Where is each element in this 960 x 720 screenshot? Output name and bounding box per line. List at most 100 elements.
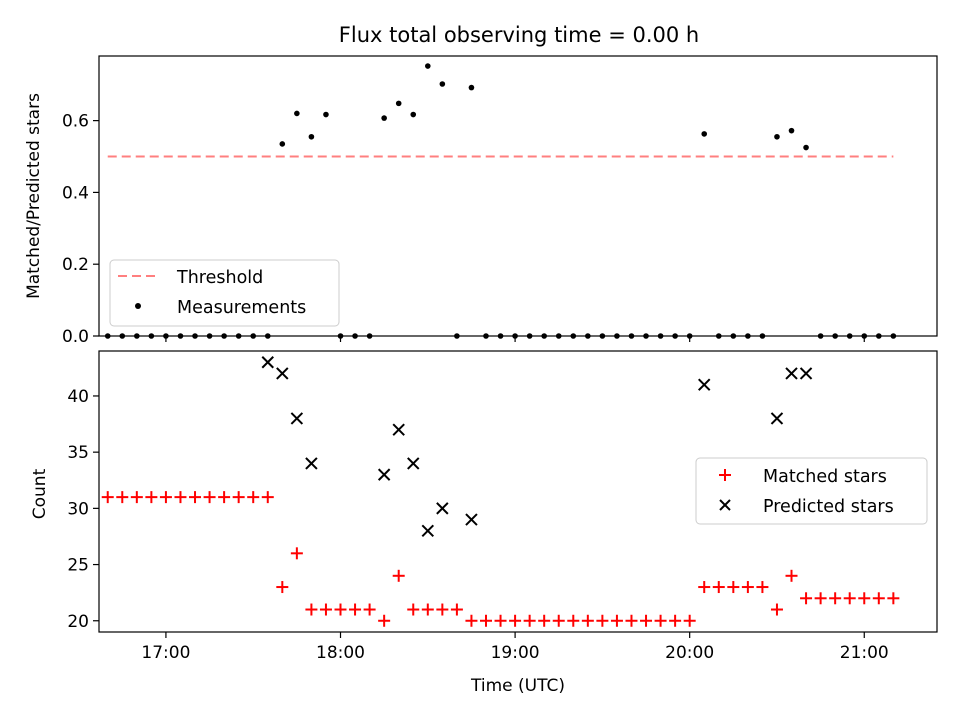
matched-star-point (290, 547, 303, 560)
count-plot-marks (101, 356, 900, 627)
matched-star-point (872, 592, 885, 605)
predicted-star-stroke-b (421, 524, 435, 538)
count-x-tick-label: 21:00 (840, 643, 889, 663)
matched-star-point (741, 581, 754, 594)
matched-star-point (887, 592, 900, 605)
count-legend-box (695, 457, 928, 525)
matched-star-point (843, 592, 856, 605)
count-x-tick-label: 20:00 (665, 643, 714, 663)
count-y-tick-label: 30 (67, 499, 89, 519)
measurement-point (439, 81, 446, 87)
matched-star-point (349, 603, 362, 616)
measurement-point (424, 63, 431, 69)
matched-star-point (523, 614, 536, 627)
matched-star-point (247, 491, 260, 504)
matched-star-point (610, 614, 623, 627)
matched-star-point (276, 581, 289, 594)
count-y-tick-label: 35 (67, 443, 89, 463)
matched-star-point (450, 603, 463, 616)
ratio-y-tick-label: 0.2 (62, 255, 89, 275)
matched-star-point (465, 614, 478, 627)
predicted-star-point (799, 367, 813, 380)
predicted-star-point (377, 468, 391, 481)
measurement-point (308, 133, 315, 140)
matched-star-point (727, 581, 740, 594)
predicted-star-stroke-b (407, 457, 420, 470)
ratio-legend: Threshold Measurements (109, 259, 340, 327)
predicted-star-stroke-b (698, 378, 711, 391)
matched-star-point (116, 491, 129, 504)
predicted-star-stroke-b (276, 367, 289, 380)
measurement-point (701, 131, 708, 137)
x-axis-title: Time (UTC) (470, 676, 565, 696)
ratio-y-tick-label: 0.0 (62, 327, 89, 347)
matched-star-point (698, 581, 711, 594)
matched-star-point (858, 592, 871, 605)
matched-star-point (174, 491, 187, 504)
ratio-axes-frame (98, 55, 938, 337)
measurement-point (468, 84, 475, 91)
count-y-tick-label: 20 (67, 612, 89, 632)
ratio-axes: 0.0 0.2 0.4 0.6 Matched/Predicted stars Thr… (24, 55, 938, 347)
count-x-tick-label: 19:00 (491, 643, 540, 663)
legend-matched-label: Matched stars (763, 467, 887, 487)
ratio-y-tick-label: 0.4 (62, 183, 89, 203)
measurement-point (279, 141, 286, 147)
predicted-star-stroke-b (465, 513, 478, 526)
legend-matched-swatch (719, 469, 731, 481)
measurement-point (774, 133, 780, 140)
matched-star-point (479, 614, 492, 627)
ratio-y-tick-label: 0.6 (62, 112, 89, 132)
predicted-star-point (465, 513, 478, 526)
legend-predicted-swatch (719, 499, 731, 511)
count-y-tick-label: 25 (67, 556, 89, 576)
matched-star-point (581, 614, 594, 627)
matched-star-point (101, 491, 114, 504)
matched-star-point (261, 491, 274, 504)
matched-star-point (130, 491, 143, 504)
count-x-tick-label: 18:00 (316, 643, 365, 663)
matched-star-point (145, 491, 158, 504)
matched-star-point (392, 569, 405, 582)
matched-star-point (305, 603, 318, 616)
matched-star-point (407, 603, 420, 616)
matched-star-point (567, 614, 580, 627)
count-y-tick-label: 40 (67, 387, 89, 407)
matched-star-point (494, 614, 507, 627)
predicted-star-stroke-b (377, 468, 391, 481)
matched-star-point (319, 603, 332, 616)
predicted-star-point (436, 502, 449, 515)
matched-star-point (756, 581, 769, 594)
matched-star-point (218, 491, 231, 504)
measurement-point (410, 111, 417, 118)
predicted-star-point (421, 524, 435, 538)
measurement-point (381, 115, 387, 121)
matched-star-point (829, 592, 842, 605)
count-axes: 20 25 30 35 40 17:00 18:00 19:00 20:00 21:00 Cou… (30, 350, 938, 696)
predicted-star-stroke-b (392, 423, 405, 436)
matched-star-point (654, 614, 667, 627)
matched-star-point (363, 603, 376, 616)
legend-predicted-label: Predicted stars (763, 497, 894, 517)
matched-star-point (785, 569, 798, 582)
matched-star-point (640, 614, 653, 627)
count-x-ticks: 17:00 18:00 19:00 20:00 21:00 (141, 632, 889, 663)
measurement-point (323, 111, 329, 118)
matched-star-point (596, 614, 609, 627)
count-x-tick-label: 17:00 (141, 643, 190, 663)
predicted-star-point (261, 356, 274, 369)
predicted-star-point (392, 423, 405, 436)
count-y-ticks: 20 25 30 35 40 (67, 387, 99, 632)
predicted-star-point (305, 457, 318, 470)
legend-threshold-label: Threshold (176, 268, 263, 288)
matched-star-point (334, 603, 347, 616)
matched-star-point (436, 603, 449, 616)
count-axes-frame (98, 350, 938, 633)
chart-title: Flux total observing time = 0.00 h (339, 23, 699, 47)
predicted-star-stroke-b (770, 412, 784, 425)
predicted-star-point (276, 367, 289, 380)
predicted-star-point (407, 457, 420, 470)
matched-star-point (770, 603, 783, 616)
measurement-point (803, 144, 809, 151)
